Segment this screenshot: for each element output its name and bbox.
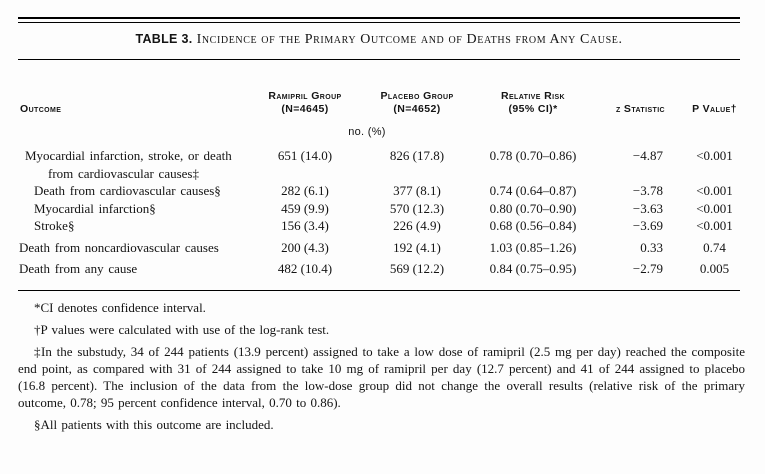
table-row: Myocardial infarction, stroke, or death … — [18, 147, 740, 182]
placebo-cell: 569 (12.2) — [389, 261, 445, 276]
footnotes: *CI denotes confidence interval. †P valu… — [18, 299, 745, 433]
p-value-cell: <0.001 — [696, 218, 733, 233]
col-header-p-value: P Value† — [692, 103, 737, 115]
outcome-cell: Myocardial infarction§ — [34, 200, 156, 216]
ramipril-cell: 459 (9.9) — [281, 200, 329, 216]
ramipril-cell: 200 (4.3) — [281, 239, 329, 255]
title-divider-rule — [18, 59, 740, 60]
col-header-outcome: Outcome — [20, 103, 62, 115]
outcome-cell: Death from any cause — [19, 261, 138, 276]
z-statistic-cell: −3.63 — [632, 200, 663, 216]
p-value-cell: 0.74 — [703, 239, 726, 255]
outcome-cell: Stroke§ — [34, 218, 75, 233]
table-number-label: Table 3. — [135, 32, 193, 46]
relative-risk-cell: 1.03 (0.85–1.26) — [489, 239, 577, 255]
z-statistic-cell: −2.79 — [632, 261, 663, 276]
ramipril-cell: 156 (3.4) — [281, 218, 329, 233]
table-row: Death from noncardiovascular causes 200 … — [18, 239, 740, 257]
ramipril-cell: 482 (10.4) — [277, 261, 333, 276]
body-divider-rule — [18, 289, 740, 291]
col-header-ramipril-line1: Ramipril Group — [268, 90, 342, 102]
z-statistic-cell: −4.87 — [632, 148, 663, 163]
footnote-p-value: †P values were calculated with use of th… — [34, 321, 330, 337]
p-value-cell: 0.005 — [699, 261, 730, 276]
z-statistic-cell: −3.78 — [632, 183, 663, 198]
relative-risk-cell: 0.84 (0.75–0.95) — [489, 261, 577, 276]
placebo-cell: 826 (17.8) — [389, 148, 445, 163]
col-header-placebo-group: Placebo Group (N=4652) — [355, 90, 479, 116]
table-body: Myocardial infarction, stroke, or death … — [18, 147, 740, 278]
table-row: Myocardial infarction§ 459 (9.9) 570 (12… — [18, 200, 740, 218]
outcome-cell: Myocardial infarction, stroke, or death … — [25, 148, 232, 181]
relative-risk-cell: 0.78 (0.70–0.86) — [489, 148, 577, 163]
p-value-cell: <0.001 — [696, 200, 733, 216]
table-row: Death from any cause 482 (10.4) 569 (12.… — [18, 260, 740, 278]
table-title: Table 3. Incidence of the Primary Outcom… — [18, 32, 740, 48]
column-header-row: Outcome Ramipril Group (N=4645) Placebo … — [18, 90, 740, 116]
journal-table-figure: Table 3. Incidence of the Primary Outcom… — [0, 17, 765, 474]
top-double-rule — [18, 17, 740, 23]
col-header-relative-risk-line2: (95% CI)* — [508, 103, 558, 115]
p-value-cell: <0.001 — [696, 148, 733, 163]
table-row: Stroke§ 156 (3.4) 226 (4.9) 0.68 (0.56–0… — [18, 217, 740, 235]
outcome-cell: Death from noncardiovascular causes — [19, 239, 219, 255]
col-header-relative-risk: Relative Risk (95% CI)* — [479, 90, 587, 116]
col-header-relative-risk-line1: Relative Risk — [501, 90, 565, 102]
col-header-ramipril-line2: (N=4645) — [281, 103, 329, 115]
footnote-substudy: ‡In the substudy, 34 of 244 patients (13… — [18, 343, 745, 410]
footnote-all-patients: §All patients with this outcome are incl… — [34, 416, 274, 432]
col-header-z-statistic: z Statistic — [615, 103, 665, 115]
col-header-placebo-line2: (N=4652) — [393, 103, 441, 115]
ramipril-cell: 651 (14.0) — [277, 148, 333, 163]
placebo-cell: 226 (4.9) — [393, 218, 441, 233]
unit-note: no. (%) — [348, 126, 386, 138]
relative-risk-cell: 0.68 (0.56–0.84) — [489, 218, 577, 233]
col-header-ramipril-group: Ramipril Group (N=4645) — [255, 90, 355, 116]
z-statistic-cell: −3.69 — [632, 218, 663, 233]
ramipril-cell: 282 (6.1) — [281, 183, 329, 198]
relative-risk-cell: 0.80 (0.70–0.90) — [489, 200, 577, 216]
table-row: Death from cardiovascular causes§ 282 (6… — [18, 182, 740, 200]
outcome-cell: Death from cardiovascular causes§ — [34, 183, 221, 198]
placebo-cell: 192 (4.1) — [393, 239, 441, 255]
p-value-cell: <0.001 — [696, 183, 733, 198]
footnote-ci: *CI denotes confidence interval. — [34, 299, 206, 315]
table-title-text: Incidence of the Primary Outcome and of … — [196, 32, 623, 47]
placebo-cell: 377 (8.1) — [393, 183, 441, 198]
relative-risk-cell: 0.74 (0.64–0.87) — [489, 183, 577, 198]
placebo-cell: 570 (12.3) — [389, 200, 445, 216]
col-header-placebo-line1: Placebo Group — [380, 90, 454, 102]
z-statistic-cell: 0.33 — [640, 239, 663, 255]
